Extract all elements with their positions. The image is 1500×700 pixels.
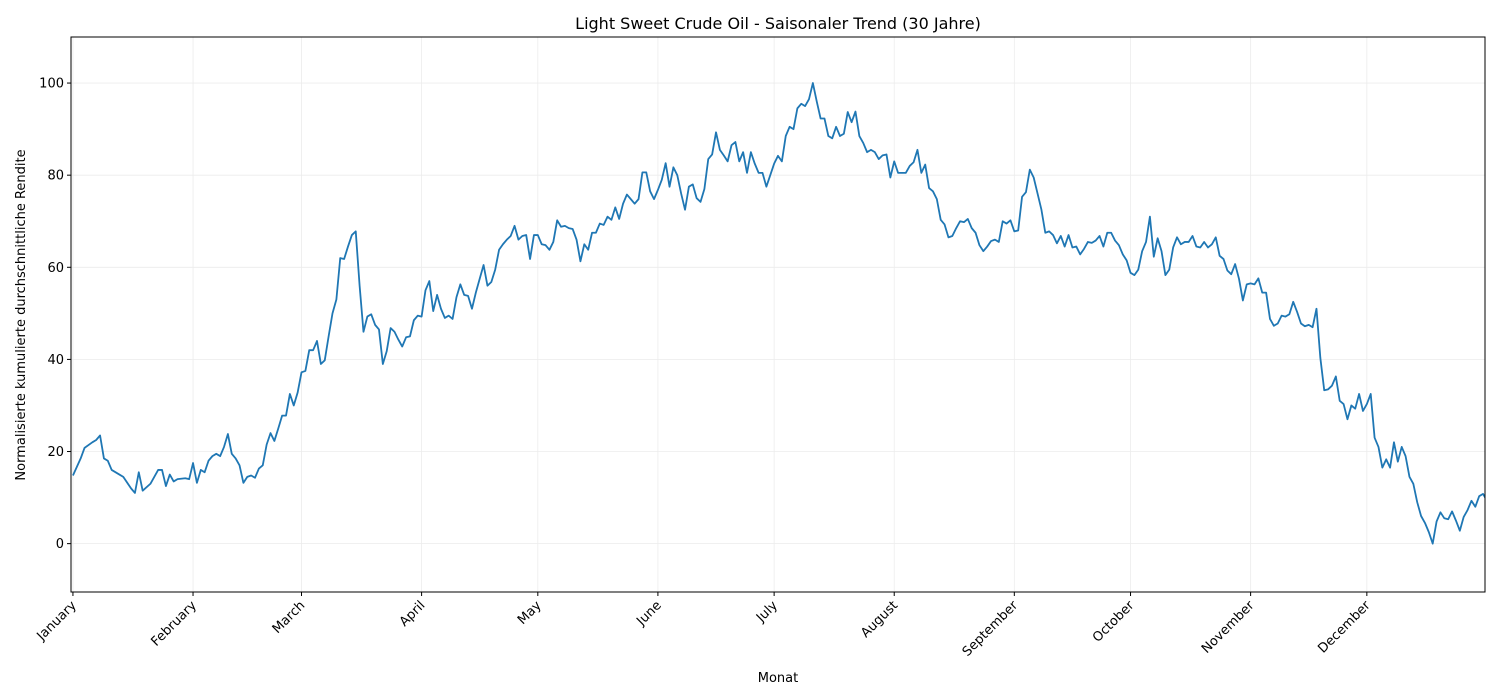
y-tick-label: 60	[47, 261, 64, 276]
y-tick-label: 20	[47, 445, 64, 460]
axes-frame	[70, 36, 1486, 593]
x-tick-label: December	[1315, 598, 1374, 657]
x-tick-label: March	[270, 598, 309, 637]
x-axis: January February March April May June July Augu…	[34, 592, 1374, 660]
y-axis: 0 20 40 60 80 100	[39, 77, 71, 552]
x-tick-label: July	[753, 598, 781, 626]
x-tick-label: November	[1199, 598, 1258, 657]
plot-area	[72, 82, 1485, 545]
series-line	[72, 82, 1485, 545]
x-tick-label: October	[1090, 598, 1138, 646]
x-tick-label: April	[397, 598, 429, 630]
x-tick-label: May	[515, 598, 545, 628]
x-tick-label: February	[149, 598, 201, 650]
x-tick-label: January	[34, 598, 80, 644]
y-tick-label: 80	[47, 169, 64, 184]
y-tick-label: 0	[56, 537, 64, 552]
x-tick-label: September	[960, 598, 1022, 660]
grid	[71, 37, 1485, 592]
y-tick-label: 40	[47, 353, 64, 368]
x-tick-label: June	[633, 598, 664, 629]
y-axis-label: Normalisierte kumulierte durchschnittlic…	[14, 149, 29, 480]
x-tick-label: August	[858, 598, 901, 641]
x-axis-label: Monat	[758, 671, 798, 686]
chart-title: Light Sweet Crude Oil - Saisonaler Trend…	[575, 14, 981, 33]
y-tick-label: 100	[39, 77, 64, 92]
